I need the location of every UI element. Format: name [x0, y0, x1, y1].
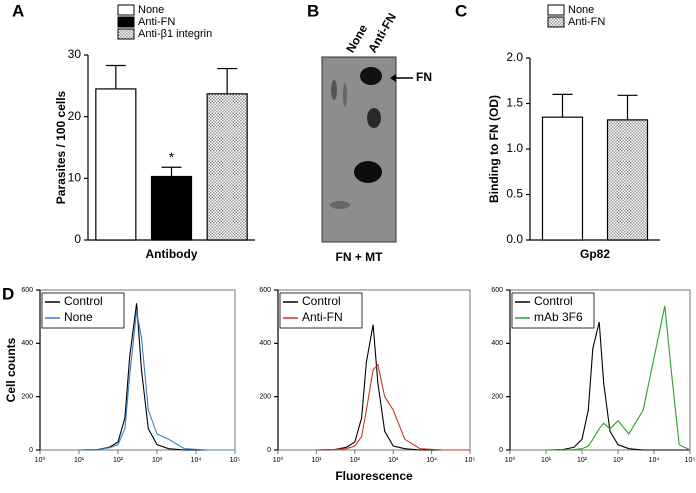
- histogram-line: [316, 324, 470, 451]
- histogram-line: [546, 305, 691, 451]
- y-tick-label: 200: [21, 394, 33, 401]
- legend-label: Anti-FN: [568, 16, 605, 28]
- x-tick-label: 10⁵: [685, 457, 696, 464]
- x-tick-label: 10³: [152, 457, 163, 464]
- arrow-head: [390, 74, 396, 82]
- x-tick-label: 10¹: [541, 457, 552, 464]
- x-tick-label: 10⁰: [35, 456, 46, 464]
- y-axis-label: Parasites / 100 cells: [54, 90, 68, 204]
- y-tick-label: 20: [68, 109, 82, 123]
- legend-label: Control: [64, 294, 103, 308]
- legend-box: [279, 292, 363, 329]
- y-tick-label: 600: [259, 287, 271, 294]
- legend-box: [511, 292, 595, 329]
- y-tick-label: 2.0: [506, 50, 523, 64]
- y-tick-label: 0: [267, 447, 271, 454]
- x-axis-label: Fluorescence: [335, 469, 413, 483]
- legend-swatch: [117, 4, 135, 16]
- x-tick-label: 10²: [350, 457, 361, 464]
- y-tick-label: 400: [259, 340, 271, 347]
- x-tick-label: 10⁴: [191, 457, 202, 464]
- legend-label: Anti-FN: [138, 16, 175, 28]
- lane-label: Anti-FN: [365, 11, 399, 56]
- legend-swatch: [547, 16, 565, 28]
- x-tick-label: 10¹: [311, 457, 322, 464]
- histogram-line: [316, 363, 470, 451]
- x-tick-label: 10²: [577, 457, 588, 464]
- bar: [150, 175, 193, 241]
- panel-label: A: [12, 1, 24, 20]
- x-tick-label: 10³: [613, 457, 624, 464]
- y-tick-label: 30: [68, 47, 82, 61]
- x-tick-label: 10⁴: [649, 457, 660, 464]
- bar: [95, 88, 137, 241]
- legend-swatch: [117, 28, 135, 40]
- legend-label: Anti-FN: [302, 310, 343, 324]
- x-tick-label: 10⁰: [505, 456, 516, 464]
- y-tick-label: 400: [21, 340, 33, 347]
- legend-swatch: [117, 16, 135, 28]
- y-axis-label: Binding to FN (OD): [487, 95, 501, 203]
- histogram-line: [545, 321, 690, 451]
- y-tick-label: 0: [499, 447, 503, 454]
- x-tick-label: 10⁵: [230, 457, 241, 464]
- y-tick-label: 600: [21, 287, 33, 294]
- legend-label: None: [568, 4, 594, 16]
- y-axis-label: Cell counts: [4, 337, 18, 402]
- y-tick-label: 0.5: [506, 187, 523, 201]
- legend-label: Control: [302, 294, 341, 308]
- panel-label: D: [2, 284, 14, 303]
- x-axis-label: FN + MT: [336, 250, 384, 264]
- band-label: FN: [416, 70, 432, 84]
- bar: [541, 116, 584, 241]
- legend-label: None: [138, 4, 164, 16]
- x-axis-label: Gp82: [580, 247, 610, 261]
- legend-swatch: [547, 4, 565, 16]
- x-axis-label: Antibody: [146, 247, 198, 261]
- panel-label: C: [455, 1, 467, 20]
- y-tick-label: 0: [74, 232, 81, 246]
- y-tick-label: 10: [68, 171, 82, 185]
- legend-box: [41, 292, 125, 329]
- x-tick-label: 10¹: [74, 457, 85, 464]
- y-tick-label: 600: [491, 287, 503, 294]
- bar: [606, 119, 649, 241]
- x-tick-label: 10³: [388, 457, 399, 464]
- lane-label: None: [343, 22, 370, 55]
- y-tick-label: 200: [259, 394, 271, 401]
- legend-label: Anti-β1 integrin: [138, 28, 212, 40]
- blot-image: [321, 56, 397, 243]
- y-tick-label: 200: [491, 394, 503, 401]
- y-tick-label: 0.0: [506, 232, 523, 246]
- x-tick-label: 10⁰: [273, 456, 284, 464]
- bar: [206, 93, 248, 241]
- legend-label: mAb 3F6: [534, 310, 583, 324]
- y-tick-label: 1.5: [506, 96, 523, 110]
- y-tick-label: 1.0: [506, 141, 523, 155]
- panel-label: B: [307, 1, 319, 20]
- x-tick-label: 10⁵: [465, 457, 476, 464]
- annotation: *: [169, 149, 175, 165]
- y-tick-label: 400: [491, 340, 503, 347]
- y-tick-label: 0: [29, 447, 33, 454]
- histogram-line: [78, 311, 235, 451]
- x-tick-label: 10²: [113, 457, 124, 464]
- legend-label: Control: [534, 294, 573, 308]
- x-tick-label: 10⁴: [426, 457, 437, 464]
- legend-label: None: [64, 310, 93, 324]
- histogram-line: [78, 303, 235, 451]
